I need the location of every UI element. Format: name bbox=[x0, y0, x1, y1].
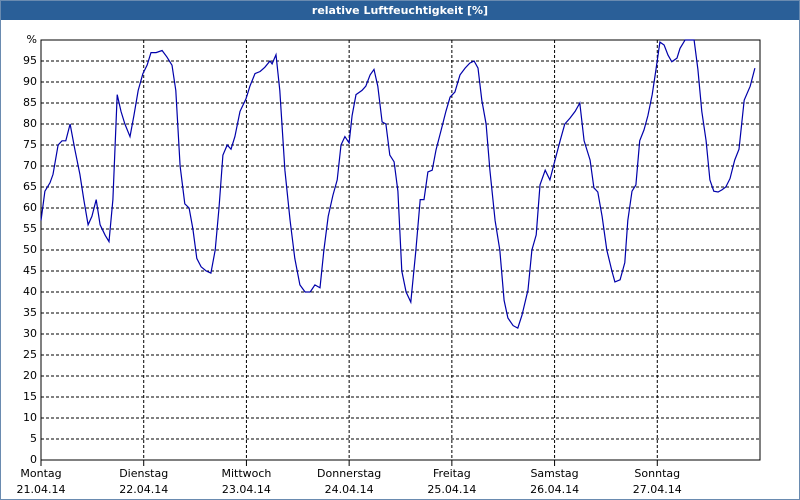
y-tick-label: 85 bbox=[23, 96, 37, 109]
y-tick-label: 60 bbox=[23, 201, 37, 214]
y-tick-label: 65 bbox=[23, 180, 37, 193]
y-tick-label: 80 bbox=[23, 117, 37, 130]
y-tick-label: 90 bbox=[23, 75, 37, 88]
y-tick-label: 10 bbox=[23, 411, 37, 424]
y-tick-label: 45 bbox=[23, 264, 37, 277]
y-tick-label: 95 bbox=[23, 54, 37, 67]
x-tick-label: Freitag bbox=[433, 467, 471, 480]
y-tick-label: 25 bbox=[23, 348, 37, 361]
y-tick-label: 55 bbox=[23, 222, 37, 235]
y-tick-label: 20 bbox=[23, 369, 37, 382]
x-tick-label: Montag bbox=[20, 467, 61, 480]
x-tick-label: 27.04.14 bbox=[633, 483, 682, 496]
y-tick-label: 35 bbox=[23, 306, 37, 319]
y-tick-label: 50 bbox=[23, 243, 37, 256]
plot-frame bbox=[40, 39, 761, 461]
x-tick-label: 24.04.14 bbox=[325, 483, 374, 496]
data-line bbox=[40, 39, 756, 329]
y-tick-label: 0 bbox=[30, 453, 37, 466]
x-tick-label: Donnerstag bbox=[317, 467, 381, 480]
x-tick-label: 22.04.14 bbox=[119, 483, 168, 496]
x-tick-label: Sonntag bbox=[634, 467, 680, 480]
x-tick-label: 26.04.14 bbox=[530, 483, 579, 496]
title-bar bbox=[1, 1, 799, 20]
y-tick-label: 30 bbox=[23, 327, 37, 340]
chart-title: relative Luftfeuchtigkeit [%] bbox=[312, 4, 488, 17]
y-tick-label: % bbox=[27, 33, 37, 46]
x-tick-label: 25.04.14 bbox=[427, 483, 476, 496]
x-tick-label: Dienstag bbox=[119, 467, 168, 480]
y-tick-label: 70 bbox=[23, 159, 37, 172]
x-tick-label: Mittwoch bbox=[221, 467, 271, 480]
y-tick-label: 75 bbox=[23, 138, 37, 151]
y-tick-label: 5 bbox=[30, 432, 37, 445]
x-tick-label: Samstag bbox=[530, 467, 578, 480]
y-tick-label: 15 bbox=[23, 390, 37, 403]
x-tick-label: 23.04.14 bbox=[222, 483, 271, 496]
y-tick-label: 40 bbox=[23, 285, 37, 298]
x-tick-label: 21.04.14 bbox=[17, 483, 66, 496]
